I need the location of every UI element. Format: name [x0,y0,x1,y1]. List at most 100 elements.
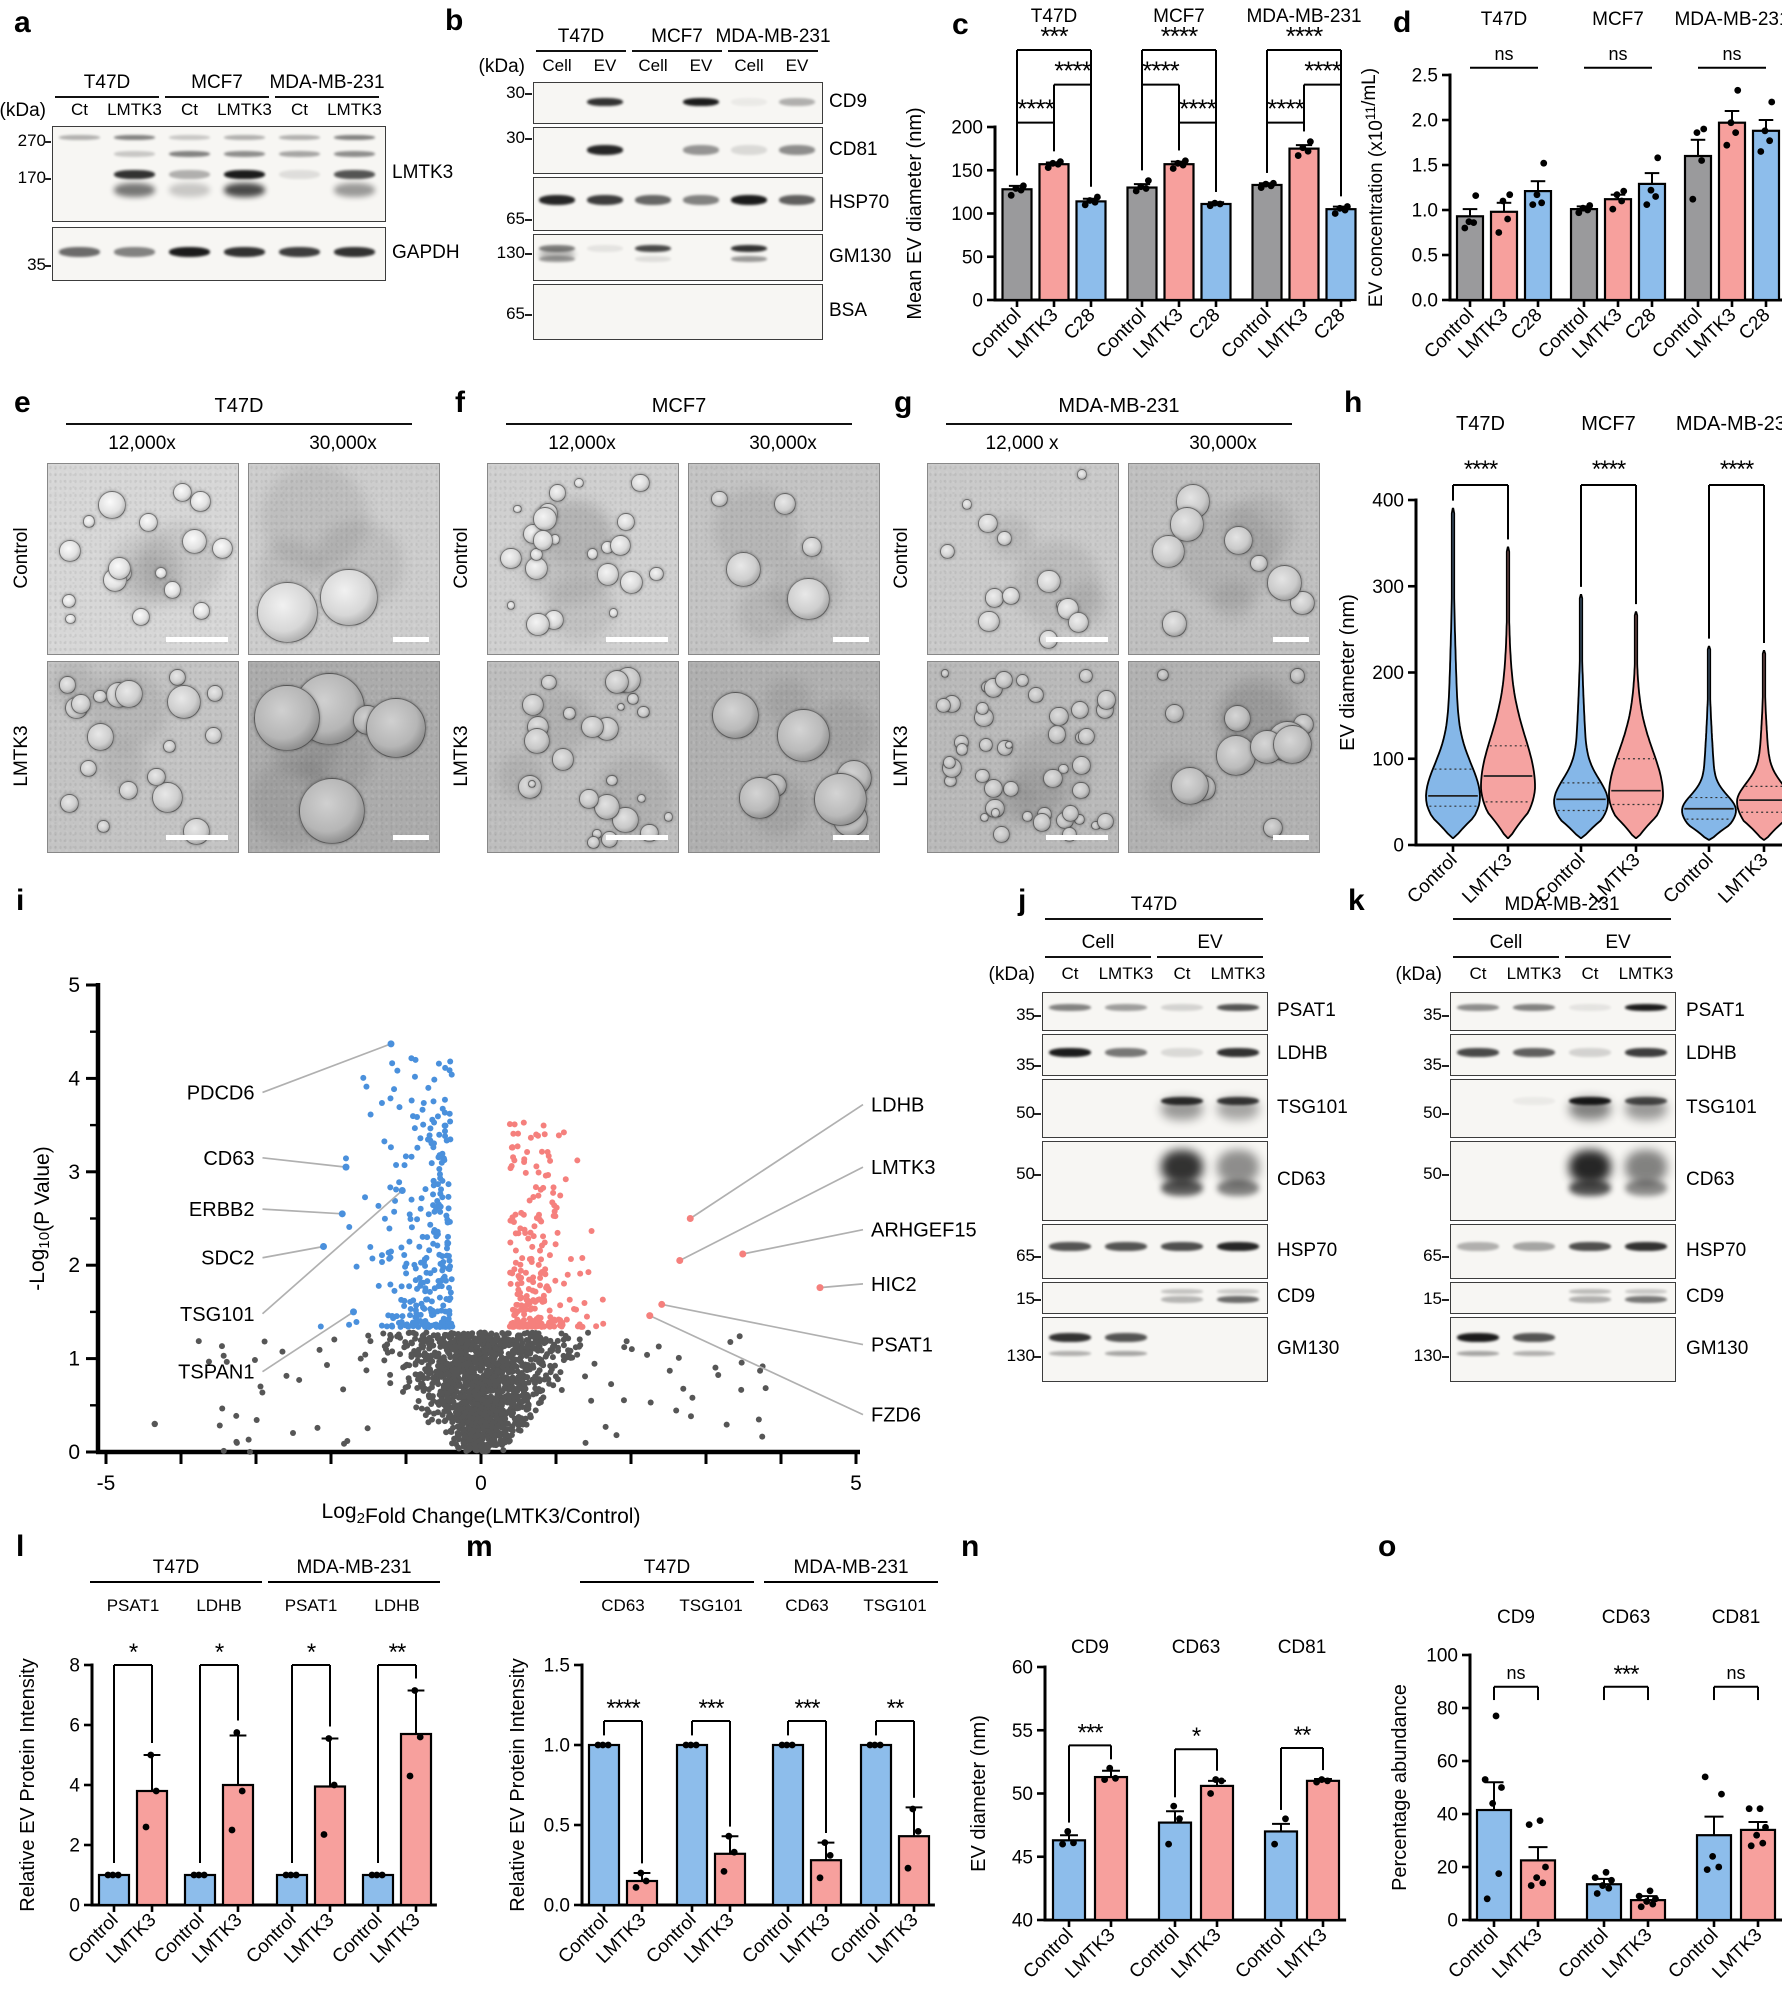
magnification-label: 30,000x [749,433,817,454]
panel-letter-o: o [1378,1530,1397,1563]
vesicle [1096,690,1116,710]
blot-box-TSG101 [1042,1079,1268,1138]
em-row-label: Control [451,527,472,589]
gene-point-ARHGEF15 [739,1250,747,1258]
band [539,244,575,252]
data-point [238,1787,246,1795]
blot-box-CD81 [533,127,823,174]
lane-label: Ct [71,100,88,119]
kda-tick [1034,1255,1041,1258]
data-point [821,1839,829,1846]
vesicle [212,537,234,560]
band [114,134,155,140]
vesicle [1272,724,1313,765]
bar-C28 [1075,200,1107,302]
sig-label: ns [1726,1663,1745,1683]
band [1217,1004,1259,1012]
data-point [1212,1776,1220,1783]
panel-letter-n: n [961,1530,980,1563]
panel-i-volcano-plot: -5 0 5 0 1 2 3 4 5 Log2Fold Change(LMTK3/Control)… [8,880,1008,1528]
group-title: MDA-MB-231 [793,1557,908,1578]
data-point [1165,1840,1172,1848]
vesicle [320,569,378,627]
protein-label-CD63: CD63 [1686,1169,1735,1190]
band [114,246,155,257]
vesicle [58,676,77,694]
title-underline [727,50,819,52]
kda-mark: 35 [1423,1004,1442,1024]
sig-label: **** [1161,21,1198,51]
band [114,182,155,197]
bar-LMTK3 [1519,1859,1557,1922]
vesicle [532,507,557,531]
band [169,151,210,158]
kda-tick [1442,1255,1449,1258]
svg-text:1: 1 [68,1348,80,1371]
y-tick-label: 50 [1012,1784,1033,1805]
vesicle [637,793,647,804]
protein-label-GM130: GM130 [829,245,892,267]
kda-tick [525,252,532,255]
kda-mark: 65 [1423,1245,1442,1265]
bar-C28 [1523,190,1553,302]
data-point [1170,1802,1178,1810]
x-axis-label: Log2Fold Change(LMTK3/Control) [322,1500,641,1528]
leader-line [262,1156,347,1168]
data-point [871,1741,879,1749]
y-tick-label: 0 [972,291,983,312]
protein-label-PSAT1: PSAT1 [1686,999,1745,1021]
bar-Control [1569,208,1599,302]
vesicle [1061,804,1079,822]
y-tick-label: 0.5 [1412,246,1438,267]
vesicle [513,504,522,514]
svg-text:3: 3 [68,1161,80,1184]
band [1513,1333,1555,1343]
data-point [1698,157,1706,164]
group-title: MDA-MB-231 [296,1557,411,1578]
data-point [909,1805,917,1813]
vesicle [299,778,366,845]
data-point [1336,204,1344,212]
sig-label: ** [1294,1722,1311,1749]
panel-letter-e: e [14,386,31,419]
bar-LMTK3 [809,1859,843,1907]
violin-Control [1681,645,1737,841]
lane-group-title: MDA-MB-231 [269,72,385,93]
data-point [1181,157,1189,165]
band [1161,1179,1203,1196]
gene-label-PSAT1: PSAT1 [871,1335,933,1357]
lane-label: LMTK3 [1210,964,1266,983]
band [1217,1295,1259,1303]
bar-Control [1695,1834,1733,1922]
data-point [1753,1831,1761,1839]
data-point [1540,159,1548,167]
vesicle [204,727,222,744]
vesicle [82,515,96,529]
band [1105,1004,1147,1012]
data-point [1174,159,1182,167]
gene-label-LMTK3: LMTK3 [871,1157,935,1179]
sig-label: *** [1040,21,1068,51]
vesicle [787,577,830,621]
scale-bar [166,835,228,840]
bar-Control [1585,1883,1623,1922]
band [1569,1097,1611,1120]
sig-label: **** [1179,94,1216,124]
gene-point-TSPAN1 [350,1308,357,1316]
band [1217,1241,1259,1251]
bar-LMTK3 [221,1783,255,1907]
group-title: MCF7 [1153,6,1205,27]
magnification-label: 12,000x [548,433,616,454]
vesicle [131,607,150,627]
vesicle [616,702,625,711]
data-point [632,1884,640,1891]
bar-LMTK3 [1739,1828,1777,1922]
violin-LMTK3 [1608,611,1664,839]
band [1217,1047,1259,1057]
data-point [1106,1764,1114,1772]
scale-bar [393,637,429,642]
bar-LMTK3 [625,1879,659,1907]
band [1569,1179,1611,1196]
em-row-label: LMTK3 [891,725,912,787]
lane-label: LMTK3 [107,100,162,119]
